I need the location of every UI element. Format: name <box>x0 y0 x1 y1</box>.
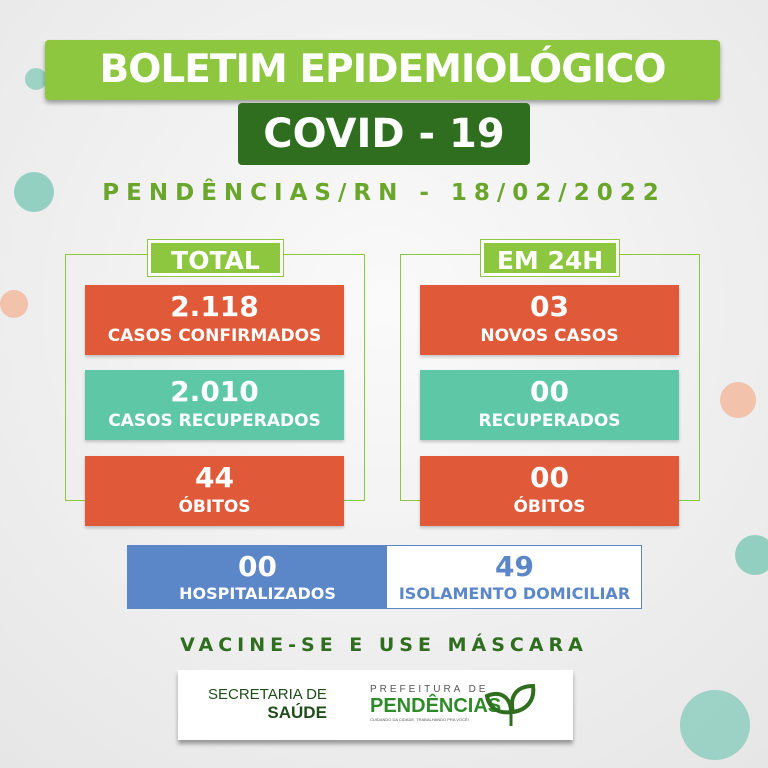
card-label: ISOLAMENTO DOMICILIAR <box>398 584 631 603</box>
secretaria-line2: SAÚDE <box>267 703 327 722</box>
card-label: ÓBITOS <box>513 497 586 517</box>
card-value: 2.010 <box>170 375 259 408</box>
recovered-24h-card: 00 RECUPERADOS <box>420 370 679 440</box>
card-value: 03 <box>530 290 569 323</box>
prefeitura-tagline: CUIDANDO DA CIDADE, TRABALHANDO PRA VOCÊ… <box>370 717 469 722</box>
virus-icon <box>14 172 54 212</box>
card-label: NOVOS CASOS <box>480 326 619 346</box>
virus-icon <box>735 535 768 575</box>
card-label: RECUPERADOS <box>478 411 621 431</box>
prefeitura-logo: PREFEITURA DE PENDÊNCIAS CUIDANDO DA CID… <box>370 684 501 722</box>
prefeitura-name: PENDÊNCIAS <box>370 695 502 717</box>
card-value: 2.118 <box>170 290 259 323</box>
virus-icon <box>0 290 28 318</box>
secretaria-line1: SECRETARIA DE <box>208 686 327 703</box>
status-bar: 00 HOSPITALIZADOS 49 ISOLAMENTO DOMICILIAR <box>127 545 642 609</box>
card-value: 00 <box>530 375 569 408</box>
card-value: 00 <box>530 461 569 494</box>
footer-logos: SECRETARIA DE SAÚDE PREFEITURA DE PENDÊN… <box>178 670 573 740</box>
card-value: 44 <box>195 461 234 494</box>
bulletin-title: BOLETIM EPIDEMIOLÓGICO <box>45 40 720 100</box>
total-label: TOTAL <box>148 240 283 276</box>
leaf-icon <box>484 683 536 726</box>
prefeitura-top: PREFEITURA DE <box>370 684 489 695</box>
slogan: VACINE-SE E USE MÁSCARA <box>180 634 588 656</box>
total-confirmed-card: 2.118 CASOS CONFIRMADOS <box>85 285 344 355</box>
last24h-label: EM 24H <box>481 240 619 276</box>
home-isolation-card: 49 ISOLAMENTO DOMICILIAR <box>387 546 642 608</box>
new-cases-card: 03 NOVOS CASOS <box>420 285 679 355</box>
secretaria-logo: SECRETARIA DE SAÚDE <box>208 686 327 722</box>
card-label: ÓBITOS <box>178 497 251 517</box>
card-label: HOSPITALIZADOS <box>179 584 336 603</box>
card-label: CASOS CONFIRMADOS <box>107 326 322 346</box>
card-label: CASOS RECUPERADOS <box>108 411 321 431</box>
virus-icon <box>680 690 750 760</box>
card-value: 00 <box>238 550 277 583</box>
virus-icon <box>720 382 756 418</box>
hospitalized-card: 00 HOSPITALIZADOS <box>128 546 387 608</box>
total-recovered-card: 2.010 CASOS RECUPERADOS <box>85 370 344 440</box>
location-date: PENDÊNCIAS/RN - 18/02/2022 <box>102 180 666 206</box>
deaths-24h-card: 00 ÓBITOS <box>420 456 679 526</box>
virus-icon <box>25 68 47 90</box>
card-value: 49 <box>495 550 534 583</box>
total-deaths-card: 44 ÓBITOS <box>85 456 344 526</box>
covid-subtitle: COVID - 19 <box>238 103 530 165</box>
